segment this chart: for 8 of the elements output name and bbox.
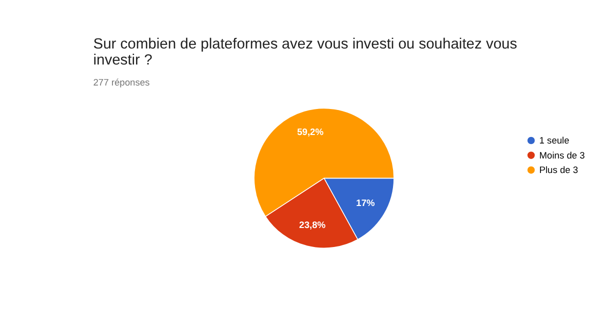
data-label: 59,2% [297,127,324,138]
data-label: 23,8% [299,220,326,230]
legend-label: Plus de 3 [539,165,578,176]
legend-label: Moins de 3 [539,150,585,160]
legend-label: 1 seule [539,136,570,146]
data-label: 17% [356,198,376,208]
chart-title: Sur combien de plateformes avez vous investi ou souhaitez vous investir ? [93,36,518,69]
text: 277 réponses [93,78,150,88]
